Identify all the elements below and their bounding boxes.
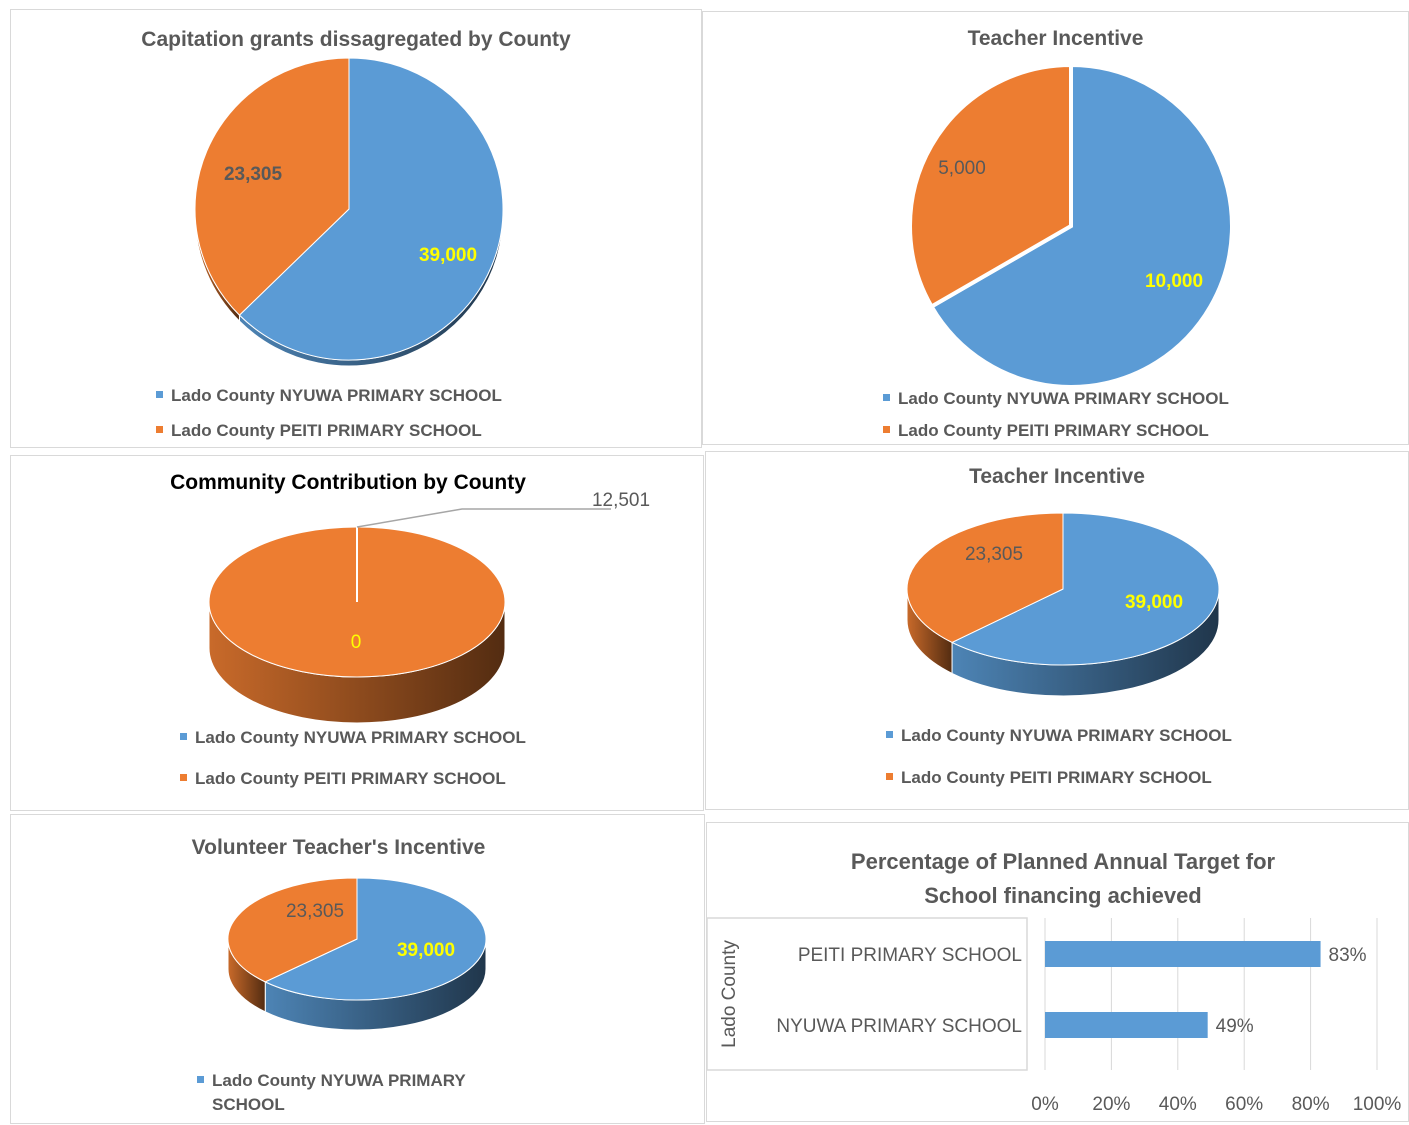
x-tick-label: 20% [1092,1094,1130,1115]
data-label-nyuwa: 39,000 [1125,592,1183,613]
data-label-nyuwa: 10,000 [1145,271,1203,292]
chart-title: Capitation grants dissagregated by Count… [141,28,571,51]
legend-item-peiti: Lado County PEITI PRIMARY SCHOOL [180,769,506,789]
pie-slice-peiti [227,877,358,983]
legend-item-nyuwa: Lado County NYUWA PRIMARY SCHOOL [156,386,502,406]
legend-item-nyuwa: Lado County NYUWA PRIMARY SCHOOL [886,726,1232,746]
data-label-peiti: 23,305 [224,164,283,185]
category-label: NYUWA PRIMARY SCHOOL [776,1016,1022,1037]
chart-panel-community-contribution: Community Contribution by County 0 12,501… [10,455,704,811]
legend-swatch-orange [156,426,163,434]
pie-slice-nyuwa [238,57,504,361]
legend-item-peiti: Lado County PEITI PRIMARY SCHOOL [883,421,1209,441]
chart-title-line2: School financing achieved [924,883,1202,908]
pie-slice-peiti [194,57,350,316]
legend-swatch-orange [886,773,893,781]
legend-swatch-orange [883,426,890,434]
pie-slice-nyuwa [928,62,1234,389]
x-tick-label: 0% [1031,1094,1059,1115]
data-label: 83% [1329,945,1367,966]
bar-chart-annual-target: 0% 20% 40% 60% 80% 100% Lado County PEITI PRIMA… [706,917,1402,1115]
legend-swatch-blue [883,394,890,402]
chart-panel-teacher-incentive-1: Teacher Incentive 10,000 5,000 Lado Count… [702,11,1409,445]
category-label: PEITI PRIMARY SCHOOL [798,945,1022,966]
legend-item-nyuwa: Lado County NYUWA PRIMARY SCHOOL [197,1069,466,1117]
pie-chart-capitation: 39,000 23,305 [194,57,504,367]
data-label-nyuwa: 39,000 [397,940,455,961]
legend-label-continued: SCHOOL [212,1095,285,1114]
legend-label: Lado County NYUWA PRIMARY SCHOOL [901,726,1232,745]
data-label: 49% [1216,1016,1254,1037]
pie-slice-nyuwa [264,877,487,1001]
pie-chart-volunteer-incentive: 39,000 23,305 [227,877,487,1031]
chart-panel-teacher-incentive-2: Teacher Incentive 39,000 23,305 Lado Coun… [705,451,1409,810]
x-tick-label: 100% [1353,1094,1402,1115]
pie-slice-peiti [908,62,1073,310]
legend-label: Lado County NYUWA PRIMARY [212,1071,466,1090]
category-axis-box [706,917,1028,1071]
group-label: Lado County [719,940,740,1048]
bar [1045,1012,1208,1038]
chart-title: Teacher Incentive [969,465,1145,488]
x-tick-label: 80% [1292,1094,1330,1115]
legend-swatch-blue [197,1076,204,1084]
legend-label: Lado County PEITI PRIMARY SCHOOL [195,769,506,788]
legend-swatch-blue [886,731,893,739]
chart-title: Volunteer Teacher's Incentive [191,836,486,859]
legend-item-peiti: Lado County PEITI PRIMARY SCHOOL [886,768,1212,788]
bar [1045,941,1321,967]
data-label-nyuwa: 0 [351,632,362,653]
legend-item-nyuwa: Lado County NYUWA PRIMARY SCHOOL [180,728,526,748]
data-label-peiti: 23,305 [286,901,344,922]
pie-slice-peiti [906,512,1064,643]
data-label-peiti: 23,305 [965,544,1023,565]
chart-panel-annual-target: Percentage of Planned Annual Target for … [706,822,1409,1122]
chart-panel-volunteer-incentive: Volunteer Teacher's Incentive 39,000 23,3… [10,814,705,1124]
legend-item-peiti: Lado County PEITI PRIMARY SCHOOL [156,421,482,441]
data-label-peiti: 5,000 [938,158,986,179]
legend-swatch-orange [180,774,187,782]
legend-label: Lado County PEITI PRIMARY SCHOOL [901,768,1212,787]
x-tick-label: 40% [1159,1094,1197,1115]
legend-item-nyuwa: Lado County NYUWA PRIMARY SCHOOL [883,389,1229,409]
x-tick-label: 60% [1225,1094,1263,1115]
legend-swatch-blue [156,391,163,399]
data-label-peiti: 12,501 [592,490,650,511]
legend-label: Lado County PEITI PRIMARY SCHOOL [898,421,1209,440]
chart-title-line1: Percentage of Planned Annual Target for [850,849,1276,874]
leader-line [356,508,611,528]
pie-chart-teacher-incentive-1: 10,000 5,000 [908,62,1234,389]
chart-title: Teacher Incentive [967,27,1144,50]
legend-label: Lado County NYUWA PRIMARY SCHOOL [195,728,526,747]
chart-panel-capitation: Capitation grants dissagregated by Count… [10,9,702,448]
legend-label: Lado County NYUWA PRIMARY SCHOOL [898,389,1229,408]
pie-slice-nyuwa [950,512,1220,666]
data-label-nyuwa: 39,000 [419,245,477,266]
chart-title: Community Contribution by County [170,471,526,494]
legend-swatch-blue [180,733,187,741]
pie-chart-teacher-incentive-2: 39,000 23,305 [906,512,1220,697]
legend-label: Lado County PEITI PRIMARY SCHOOL [171,421,482,440]
legend-label: Lado County NYUWA PRIMARY SCHOOL [171,386,502,405]
pie-chart-community-contribution: 0 12,501 [208,490,650,724]
